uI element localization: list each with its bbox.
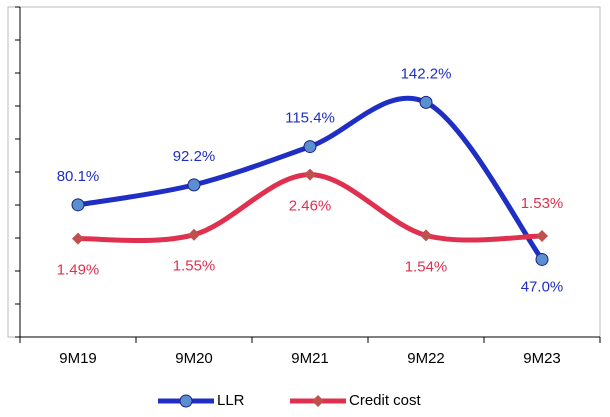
data-label: 142.2%	[401, 65, 452, 82]
marker	[303, 140, 317, 154]
marker	[535, 252, 549, 266]
data-label: 1.49%	[57, 262, 100, 279]
data-label: 1.53%	[521, 195, 564, 212]
x-tick-label: 9M20	[175, 350, 213, 367]
legend-label: LLR	[217, 392, 245, 409]
marker	[188, 228, 200, 241]
x-tick-label: 9M21	[291, 350, 329, 367]
x-tick-label: 9M22	[407, 350, 445, 367]
data-label: 92.2%	[173, 148, 216, 165]
legend-marker	[179, 394, 193, 408]
legend-marker	[312, 395, 324, 407]
data-label: 1.54%	[405, 258, 448, 275]
marker	[304, 168, 316, 181]
marker	[187, 178, 201, 192]
marker	[536, 230, 548, 243]
x-tick-label: 9M23	[523, 350, 561, 367]
data-label: 115.4%	[285, 110, 335, 127]
marker	[71, 198, 85, 212]
marker	[420, 229, 432, 242]
series-line	[77, 95, 545, 261]
data-label: 80.1%	[57, 168, 100, 185]
marker	[72, 232, 84, 245]
data-label: 2.46%	[289, 198, 332, 215]
data-label: 47.0%	[521, 278, 564, 295]
legend-label: Credit cost	[349, 392, 422, 409]
data-label: 1.55%	[173, 258, 216, 275]
marker	[419, 95, 433, 109]
x-tick-label: 9M19	[59, 350, 97, 367]
